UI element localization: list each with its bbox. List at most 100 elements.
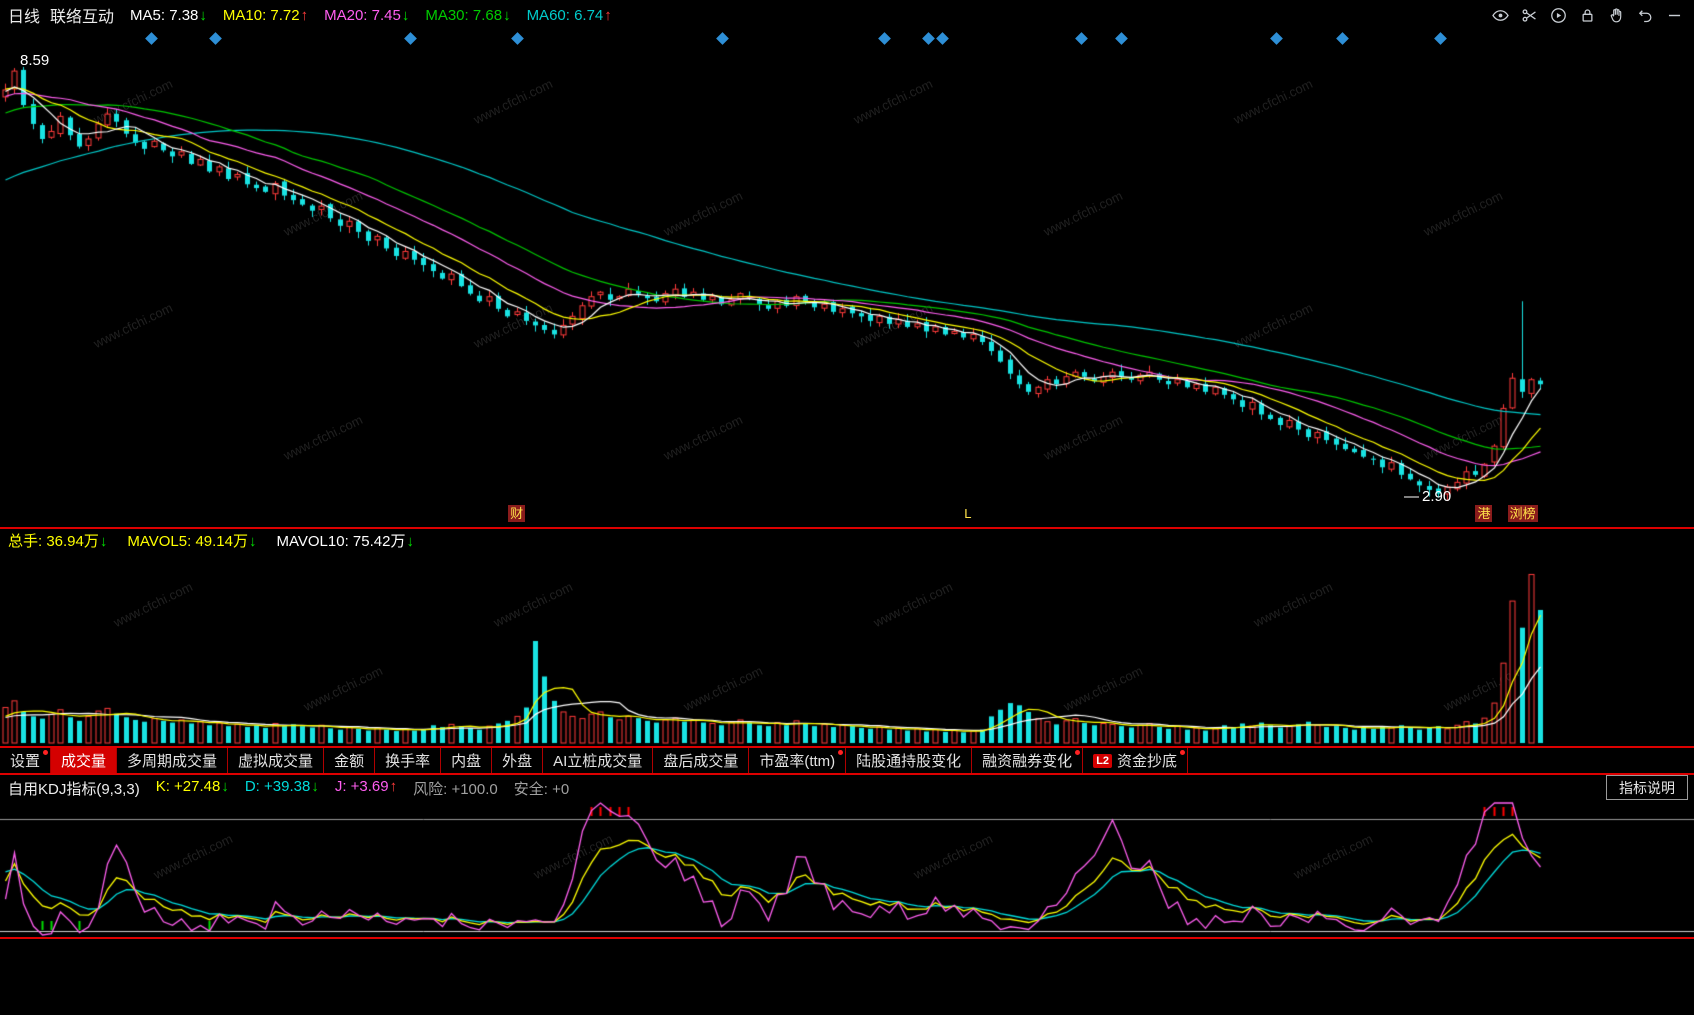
tab-label: 陆股通持股变化 [856, 753, 962, 770]
trend-arrow: ↑ [604, 6, 612, 24]
tab-4[interactable]: 金额 [324, 748, 376, 773]
diamond-marker-icon [715, 32, 729, 45]
tab-label: 市盈率(ttm) [759, 753, 836, 770]
diamond-marker-icon [1074, 32, 1088, 45]
event-badge: 港 [1475, 505, 1493, 522]
eye-icon[interactable] [1490, 5, 1510, 25]
kdj-value-3: 风险: +100.0 [413, 780, 498, 798]
tab-9[interactable]: 盘后成交量 [653, 748, 750, 773]
tab-label: 虚拟成交量 [238, 753, 314, 770]
trend-arrow: ↓ [199, 6, 207, 24]
tab-label: 资金抄底 [1117, 753, 1178, 770]
price-chart-pane: www.cfchi.comwww.cfchi.comwww.cfchi.comw… [0, 48, 1694, 527]
volume-canvas[interactable] [0, 551, 1694, 746]
tab-7[interactable]: 外盘 [492, 748, 544, 773]
tab-10[interactable]: 市盈率(ttm) [749, 748, 847, 773]
kdj-value-0: K: +27.48↓ [155, 777, 229, 795]
period-label: 日线 [8, 9, 41, 26]
pane-separator [0, 527, 1694, 529]
tab-label: 融资融券变化 [982, 753, 1073, 770]
candlestick-canvas[interactable] [0, 48, 1694, 527]
tab-6[interactable]: 内盘 [441, 748, 493, 773]
kdj-title: 自用KDJ指标(9,3,3) [8, 780, 140, 798]
header-toolbar [1490, 5, 1694, 25]
tab-11[interactable]: 陆股通持股变化 [846, 748, 973, 773]
diamond-marker-icon [922, 32, 936, 45]
trend-arrow: ↓ [503, 6, 511, 24]
tab-13[interactable]: L2 资金抄底 [1083, 748, 1189, 773]
volume-value-2: MAVOL10: 75.42万↓ [276, 532, 414, 550]
trend-arrow: ↓ [99, 532, 108, 550]
kdj-canvas[interactable] [0, 801, 1694, 937]
ma-value-2: MA20: 7.45↓ [324, 6, 410, 24]
tab-1[interactable]: 成交量 [51, 748, 118, 773]
trend-arrow: ↑ [300, 6, 309, 24]
trend-arrow: ↓ [406, 532, 414, 550]
notification-dot [1075, 750, 1081, 755]
trend-arrow: ↓ [401, 6, 410, 24]
volume-chart-pane: www.cfchi.comwww.cfchi.comwww.cfchi.comw… [0, 551, 1694, 746]
symbol-name: 联络互动 [50, 9, 115, 26]
event-badge: 财 [508, 505, 526, 522]
trend-arrow: ↑ [389, 777, 398, 795]
kdj-chart-pane: www.cfchi.comwww.cfchi.comwww.cfchi.comw… [0, 801, 1694, 937]
ma-value-0: MA5: 7.38↓ [130, 6, 207, 24]
notification-dot [1180, 750, 1186, 755]
indicator-tab-bar: 设置 成交量 多周期成交量 虚拟成交量 金额 换手率 内盘 外盘 AI立桩成交量 盘后成交量 市盈率… [0, 748, 1694, 773]
tab-label: 金额 [334, 753, 365, 770]
diamond-marker-icon [935, 32, 949, 45]
diamond-marker-icon [209, 32, 222, 45]
ma-value-3: MA30: 7.68↓ [425, 6, 511, 24]
diamond-marker-icon [144, 32, 158, 45]
tab-label: 换手率 [385, 753, 431, 770]
low-price-value: 2.90 [1422, 488, 1452, 505]
kdj-value-1: D: +39.38↓ [244, 777, 319, 795]
indicator-help-button[interactable]: 指标说明 [1606, 775, 1688, 800]
ma-value-1: MA10: 7.72↑ [222, 6, 309, 24]
event-badge: 浏榜 [1507, 505, 1538, 522]
play-circle-icon[interactable] [1548, 5, 1568, 25]
tab-2[interactable]: 多周期成交量 [117, 748, 229, 773]
tab-8[interactable]: AI立桩成交量 [543, 748, 654, 773]
l2-badge: L2 [1093, 753, 1113, 768]
tab-12[interactable]: 融资融券变化 [972, 748, 1084, 773]
ma-values: MA5: 7.38↓ MA10: 7.72↑ MA20: 7.45↓ MA30: 7.… [130, 7, 612, 24]
diamond-marker-icon [510, 32, 524, 45]
kdj-value-2: J: +3.69↑ [334, 777, 398, 795]
volume-header: 总手: 36.94万↓ MAVOL5: 49.14万↓ MAVOL10: 75.42… [0, 529, 414, 551]
tab-label: 内盘 [451, 753, 482, 770]
volume-value-1: MAVOL5: 49.14万↓ [127, 532, 257, 550]
trend-arrow: ↓ [221, 777, 229, 795]
diamond-marker-icon [1434, 32, 1447, 45]
trend-arrow: ↓ [311, 777, 319, 795]
tab-label: 成交量 [61, 753, 107, 770]
notification-dot [43, 750, 49, 755]
lock-icon[interactable] [1577, 5, 1597, 25]
tab-label: AI立桩成交量 [553, 753, 643, 770]
low-pointer-dash: — [1404, 488, 1419, 505]
notification-dot [838, 750, 844, 755]
diamond-marker-icon [1115, 32, 1129, 45]
undo-icon[interactable] [1635, 5, 1655, 25]
minimize-icon[interactable] [1664, 5, 1684, 25]
diamond-marker-icon [1269, 32, 1283, 45]
tab-label: 外盘 [502, 753, 533, 770]
pane-separator [0, 937, 1694, 939]
kdj-value-4: 安全: +0 [513, 780, 570, 798]
trend-arrow: ↓ [249, 532, 257, 550]
tab-3[interactable]: 虚拟成交量 [228, 748, 325, 773]
diamond-marker-icon [878, 32, 892, 45]
hand-icon[interactable] [1606, 5, 1626, 25]
ma-value-4: MA60: 6.74↑ [526, 6, 612, 24]
tab-5[interactable]: 换手率 [375, 748, 442, 773]
pane-separator [0, 746, 1694, 748]
kdj-values: K: +27.48↓ D: +39.38↓ J: +3.69↑ 风险: +100.0 安… [156, 778, 569, 799]
signal-markers-row [0, 31, 1694, 47]
tab-label: 盘后成交量 [663, 753, 739, 770]
scissors-icon[interactable] [1519, 5, 1539, 25]
low-price-label: — 2.90 [1404, 488, 1451, 505]
tab-0[interactable]: 设置 [0, 748, 52, 773]
kdj-header: 自用KDJ指标(9,3,3) K: +27.48↓ D: +39.38↓ J: +3… [0, 775, 1694, 801]
diamond-marker-icon [404, 32, 417, 45]
